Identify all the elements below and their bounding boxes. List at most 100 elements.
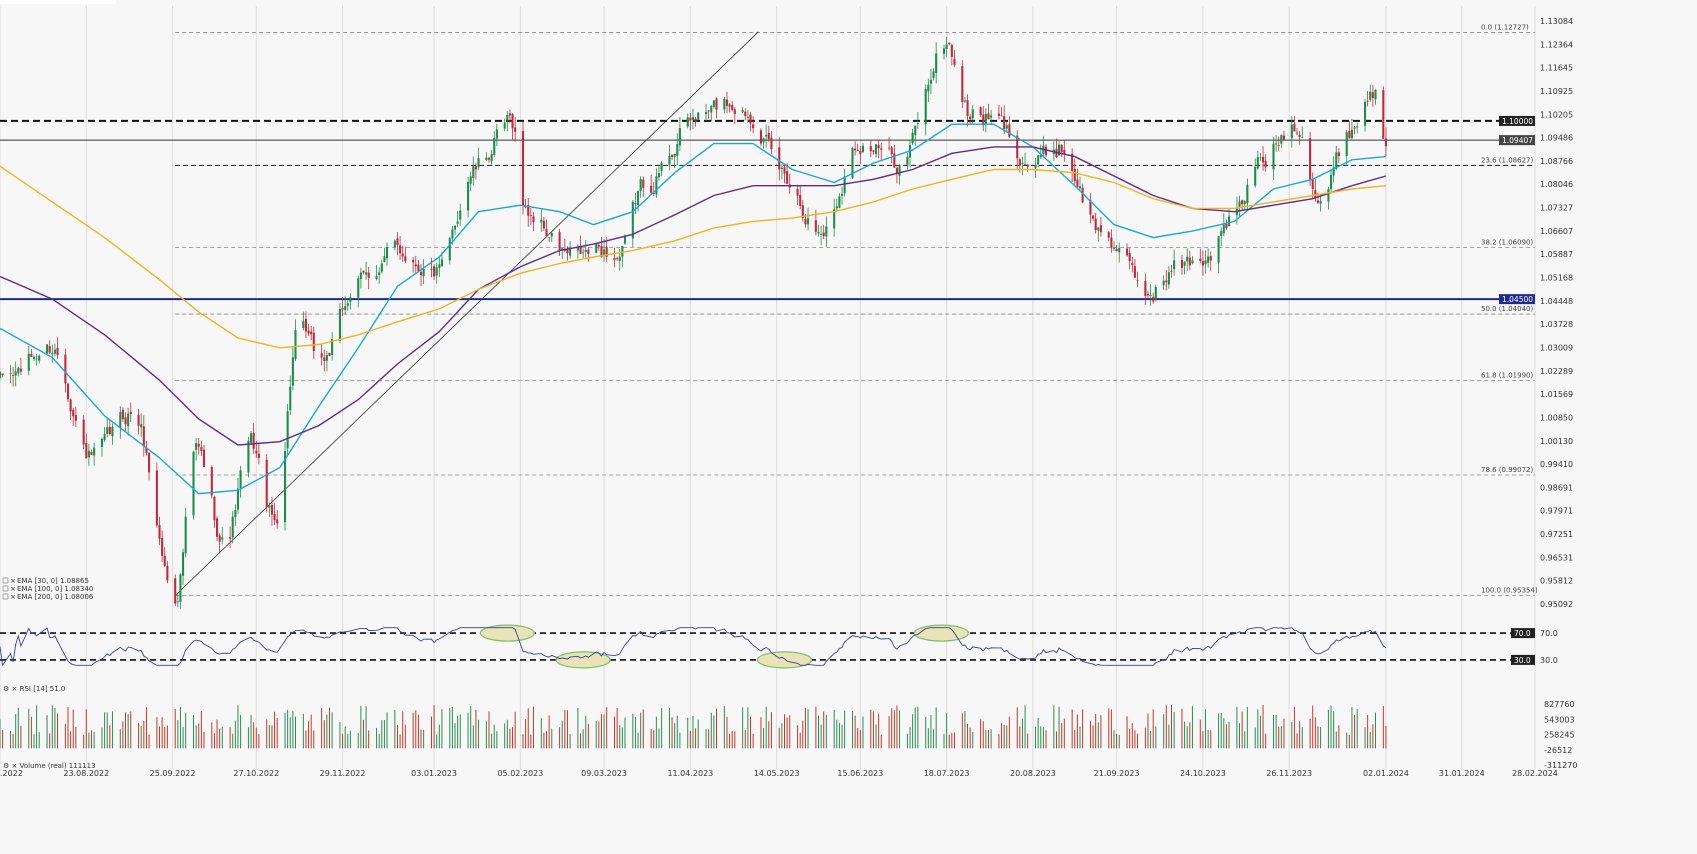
- candle[interactable]: [1162, 275, 1165, 290]
- candle[interactable]: [767, 125, 770, 142]
- candle[interactable]: [558, 229, 561, 256]
- candle[interactable]: [1371, 84, 1374, 107]
- candle[interactable]: [1149, 284, 1152, 306]
- candle[interactable]: [1026, 163, 1029, 172]
- candle[interactable]: [979, 106, 982, 117]
- candle[interactable]: [64, 348, 67, 393]
- candle[interactable]: [895, 167, 898, 184]
- candle[interactable]: [817, 224, 820, 237]
- candle[interactable]: [1128, 247, 1131, 270]
- candle[interactable]: [1173, 249, 1176, 276]
- candle[interactable]: [733, 107, 736, 125]
- candle[interactable]: [1099, 217, 1102, 237]
- candle[interactable]: [383, 247, 386, 263]
- candle[interactable]: [19, 357, 22, 376]
- candle[interactable]: [100, 437, 104, 457]
- candle[interactable]: [942, 44, 946, 60]
- candle[interactable]: [1201, 250, 1204, 276]
- candle[interactable]: [1110, 229, 1113, 253]
- candle[interactable]: [788, 173, 791, 194]
- candle[interactable]: [1264, 154, 1267, 172]
- candle[interactable]: [634, 192, 637, 215]
- candle[interactable]: [53, 343, 56, 357]
- candle[interactable]: [231, 511, 234, 544]
- candle[interactable]: [1222, 213, 1225, 237]
- candle[interactable]: [82, 415, 85, 450]
- candle[interactable]: [671, 154, 674, 161]
- candle[interactable]: [490, 149, 493, 165]
- candle[interactable]: [770, 131, 773, 155]
- candle[interactable]: [291, 346, 294, 391]
- candle[interactable]: [1241, 199, 1244, 211]
- candle[interactable]: [529, 207, 532, 225]
- candle[interactable]: [935, 42, 938, 84]
- candle[interactable]: [783, 164, 786, 184]
- candle[interactable]: [124, 412, 127, 432]
- candle[interactable]: [890, 145, 893, 164]
- candle[interactable]: [320, 344, 323, 366]
- candle[interactable]: [467, 176, 470, 218]
- candle[interactable]: [48, 340, 51, 355]
- candle[interactable]: [715, 97, 718, 119]
- candle[interactable]: [1259, 152, 1262, 161]
- candle[interactable]: [945, 36, 948, 57]
- candle[interactable]: [550, 231, 553, 242]
- candle[interactable]: [838, 193, 841, 209]
- candle[interactable]: [257, 442, 260, 465]
- candle[interactable]: [176, 592, 179, 608]
- candle[interactable]: [174, 574, 177, 606]
- candle[interactable]: [380, 259, 383, 274]
- legend-close-icon[interactable]: ×: [10, 585, 16, 593]
- candle[interactable]: [1037, 155, 1040, 168]
- candle[interactable]: [1243, 199, 1246, 211]
- candle[interactable]: [744, 108, 747, 121]
- candle[interactable]: [1146, 290, 1150, 299]
- candle[interactable]: [710, 105, 713, 122]
- candle[interactable]: [344, 295, 347, 315]
- candle[interactable]: [1319, 194, 1322, 212]
- candle[interactable]: [399, 236, 402, 260]
- candle[interactable]: [652, 181, 655, 197]
- candle[interactable]: [286, 403, 289, 456]
- candle[interactable]: [1348, 121, 1351, 139]
- candle[interactable]: [953, 50, 956, 68]
- candle[interactable]: [87, 443, 90, 466]
- candle[interactable]: [9, 364, 12, 384]
- candle[interactable]: [1060, 143, 1063, 158]
- candle[interactable]: [540, 208, 543, 232]
- candle[interactable]: [1293, 116, 1296, 132]
- candle[interactable]: [140, 413, 143, 437]
- candle[interactable]: [459, 203, 462, 226]
- candle[interactable]: [137, 409, 140, 435]
- candle[interactable]: [600, 236, 603, 258]
- trendline-line[interactable]: [174, 31, 759, 596]
- candle[interactable]: [357, 275, 360, 308]
- candle[interactable]: [239, 465, 242, 498]
- candle[interactable]: [270, 496, 274, 526]
- candle[interactable]: [820, 225, 823, 246]
- candle[interactable]: [759, 128, 763, 147]
- candle[interactable]: [1118, 242, 1121, 263]
- candle[interactable]: [46, 344, 49, 356]
- candle[interactable]: [1238, 195, 1241, 217]
- candle[interactable]: [1089, 193, 1092, 224]
- candle[interactable]: [723, 96, 726, 114]
- candle[interactable]: [725, 91, 729, 114]
- candle[interactable]: [511, 113, 514, 140]
- candle[interactable]: [731, 101, 734, 112]
- candle[interactable]: [487, 156, 491, 163]
- candle[interactable]: [27, 345, 30, 376]
- candle[interactable]: [545, 219, 548, 238]
- candle[interactable]: [192, 450, 195, 520]
- candle[interactable]: [906, 153, 909, 170]
- candle[interactable]: [916, 112, 919, 130]
- candle[interactable]: [1115, 245, 1118, 252]
- candle[interactable]: [158, 516, 161, 546]
- candle[interactable]: [1204, 250, 1207, 274]
- candle[interactable]: [869, 140, 872, 158]
- candle[interactable]: [1254, 158, 1257, 188]
- candle[interactable]: [401, 245, 404, 262]
- candle[interactable]: [948, 42, 951, 46]
- candle[interactable]: [1256, 151, 1259, 170]
- candle[interactable]: [1309, 131, 1312, 186]
